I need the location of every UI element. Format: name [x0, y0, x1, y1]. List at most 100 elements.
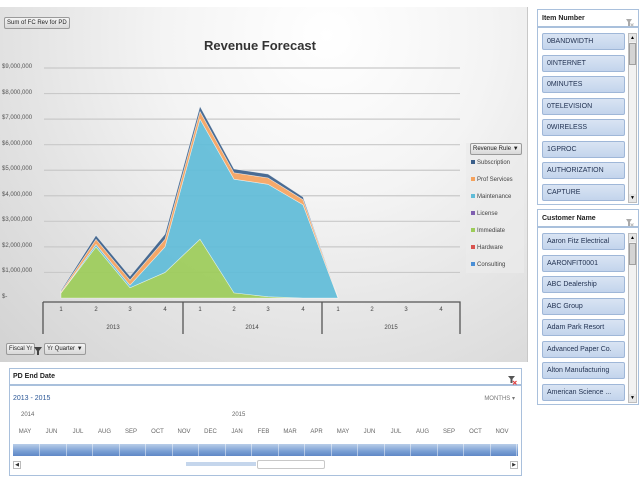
slicer-item[interactable]: Alton Manufacturing	[542, 362, 625, 379]
scroll-up-icon[interactable]: ▲	[629, 34, 636, 42]
month-divider	[118, 444, 120, 456]
timeline-month-label[interactable]: JUN	[45, 429, 58, 435]
area-subscription	[60, 105, 339, 298]
plot-area	[42, 67, 461, 334]
slicer-item[interactable]: AARONFIT0001	[542, 254, 625, 272]
legend-item[interactable]: Maintenance	[471, 193, 511, 201]
month-divider	[198, 444, 199, 456]
yr-quarter-label: Yr Quarter	[47, 346, 76, 352]
scroll-right-button[interactable]: ▶	[510, 461, 518, 469]
slicer-item[interactable]: 0WIRELESS	[542, 119, 625, 136]
scroll-thumb[interactable]	[629, 43, 636, 65]
clear-filter-icon[interactable]	[625, 214, 634, 227]
y-tick-label: $5,000,000	[2, 166, 33, 173]
timeline-month-label[interactable]: JUL	[72, 429, 84, 435]
timeline-month-label[interactable]: SEP	[442, 429, 455, 435]
quarter-label: 3	[404, 307, 408, 313]
item-number-slicer: Item Number 0BANDWIDTH 0INTERNET 0MINUTES 0…	[537, 9, 639, 205]
timeline-header: PD End Date	[10, 369, 521, 386]
slicer-scrollbar[interactable]: ▲ ▼	[628, 233, 637, 403]
timeline-month-label[interactable]: DEC	[204, 429, 217, 435]
legend-item[interactable]: Prof Services	[471, 176, 513, 184]
month-divider	[92, 444, 93, 456]
chart-title: Revenue Forecast	[204, 38, 316, 53]
filter-icon[interactable]	[33, 343, 43, 355]
legend-label: License	[477, 211, 498, 217]
month-divider	[277, 444, 279, 456]
timeline-month-label[interactable]: MAR	[283, 429, 297, 435]
month-divider	[304, 444, 305, 456]
slicer-item[interactable]: American Science ...	[542, 383, 625, 401]
timeline-month-label[interactable]: AUG	[97, 429, 111, 435]
legend-swatch-icon	[471, 262, 475, 267]
month-divider	[65, 444, 67, 456]
slicer-item[interactable]: 0BANDWIDTH	[542, 33, 625, 50]
timeline-month-label[interactable]: OCT	[151, 429, 164, 435]
legend-label: Maintenance	[477, 194, 512, 200]
month-divider	[410, 444, 411, 456]
legend-item[interactable]: Hardware	[471, 244, 503, 252]
timeline-month-label[interactable]: JUN	[363, 429, 376, 435]
timeline-month-label[interactable]: OCT	[469, 429, 482, 435]
slicer-item[interactable]: Adam Park Resort	[542, 319, 625, 336]
legend-label: Subscription	[477, 160, 511, 166]
timeline-year-label: 2015	[232, 412, 246, 418]
slicer-item[interactable]: Aaron Fitz Electrical	[542, 233, 625, 250]
revenue-rule-filter-button[interactable]: Revenue Rule ▼	[470, 143, 522, 155]
timeline-month-label[interactable]: JAN	[231, 429, 243, 435]
timeline-month-label[interactable]: SEP	[124, 429, 137, 435]
slicer-item[interactable]: 1GPROC	[542, 140, 625, 158]
scroll-down-icon[interactable]: ▼	[629, 194, 636, 202]
timeline-scroll-track[interactable]	[186, 462, 256, 466]
slicer-item[interactable]: ABC Dealership	[542, 276, 625, 293]
slicer-header: Item Number	[538, 10, 638, 28]
legend-item[interactable]: Immediate	[471, 227, 505, 235]
month-divider	[357, 444, 358, 456]
timeline-selection-bar[interactable]	[13, 444, 518, 456]
year-label: 2015	[384, 325, 398, 331]
legend-label: Prof Services	[477, 177, 513, 183]
timeline-month-label[interactable]: NOV	[495, 429, 509, 435]
timeline-month-label[interactable]: AUG	[415, 429, 429, 435]
slicer-item[interactable]: ABC Group	[542, 297, 625, 315]
slicer-scrollbar[interactable]: ▲ ▼	[628, 33, 637, 203]
clear-filter-icon[interactable]	[507, 372, 517, 385]
timeline-month-label[interactable]: MAY	[336, 429, 350, 435]
y-tick-label: $6,000,000	[2, 140, 33, 147]
value-field-button[interactable]: Sum of FC Rev for PD	[4, 17, 70, 29]
slicer-item[interactable]: 0INTERNET	[542, 54, 625, 72]
scroll-down-icon[interactable]: ▼	[629, 394, 636, 402]
quarter-label: 2	[370, 307, 374, 313]
timeline-month-label[interactable]: MAY	[18, 429, 32, 435]
scroll-up-icon[interactable]: ▲	[629, 234, 636, 242]
legend-swatch-icon	[471, 211, 475, 216]
quarter-label: 3	[128, 307, 132, 313]
scroll-thumb[interactable]	[629, 243, 636, 265]
slicer-header: Customer Name	[538, 210, 638, 228]
slicer-item[interactable]: 0MINUTES	[542, 76, 625, 93]
dropdown-arrow-icon: ▼	[512, 146, 519, 152]
timeline-month-label[interactable]: APR	[310, 429, 323, 435]
fiscal-yr-field-button[interactable]: Fiscal Yr	[6, 343, 36, 355]
timeline-scroll-thumb[interactable]	[257, 460, 325, 469]
slicer-item[interactable]: Advanced Paper Co.	[542, 340, 625, 358]
timeline-month-label[interactable]: FEB	[257, 429, 270, 435]
quarter-label: 1	[198, 307, 202, 313]
legend-item[interactable]: Subscription	[471, 159, 510, 167]
slicer-item[interactable]: 0TELEVISION	[542, 97, 625, 115]
slicer-item[interactable]: CAPTURE	[542, 183, 625, 201]
time-level-dropdown[interactable]: MONTHS ▾	[484, 396, 515, 402]
month-divider	[330, 444, 332, 456]
y-tick-label: $-	[2, 294, 8, 300]
x-axis-brackets	[42, 301, 461, 334]
legend-item[interactable]: Consulting	[471, 261, 505, 269]
month-divider	[39, 444, 40, 456]
timeline-month-label[interactable]: NOV	[177, 429, 191, 435]
dropdown-arrow-icon: ▼	[76, 346, 83, 352]
slicer-item[interactable]: AUTHORIZATION	[542, 162, 625, 179]
clear-filter-icon[interactable]	[625, 14, 634, 27]
yr-quarter-field-button[interactable]: Yr Quarter ▼	[44, 343, 86, 355]
legend-item[interactable]: License	[471, 210, 498, 218]
scroll-left-button[interactable]: ◀	[13, 461, 21, 469]
timeline-month-label[interactable]: JUL	[390, 429, 402, 435]
